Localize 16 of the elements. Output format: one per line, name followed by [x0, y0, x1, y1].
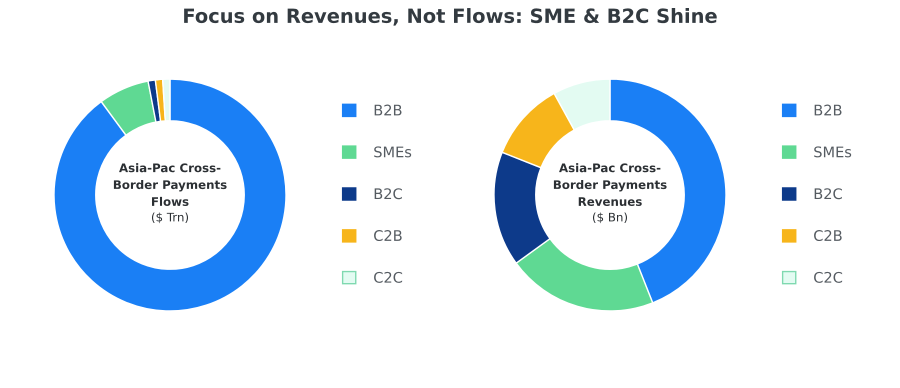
text: Focus on Revenues, Not Flows: SME & B2C Shine [184, 8, 717, 26]
legend-label: C2B [814, 230, 842, 242]
legend-label: B2C [814, 188, 842, 200]
legend-label: SMEs [814, 146, 852, 158]
donut-slice [53, 78, 287, 312]
legend-label: B2C [374, 188, 402, 200]
text: ($ Bn) [592, 212, 628, 224]
legend-label: B2B [814, 104, 842, 116]
legend-label: C2B [374, 230, 402, 242]
legend-label: C2C [374, 272, 402, 283]
text: Asia-Pac Cross- Border Payments Flows [114, 163, 227, 206]
text: Asia-Pac Cross- Border Payments Revenues [554, 163, 667, 206]
legend-label: SMEs [374, 146, 412, 158]
text: ($ Trn) [152, 212, 188, 224]
legend-label: C2C [814, 272, 842, 283]
legend-label: B2B [374, 104, 402, 116]
